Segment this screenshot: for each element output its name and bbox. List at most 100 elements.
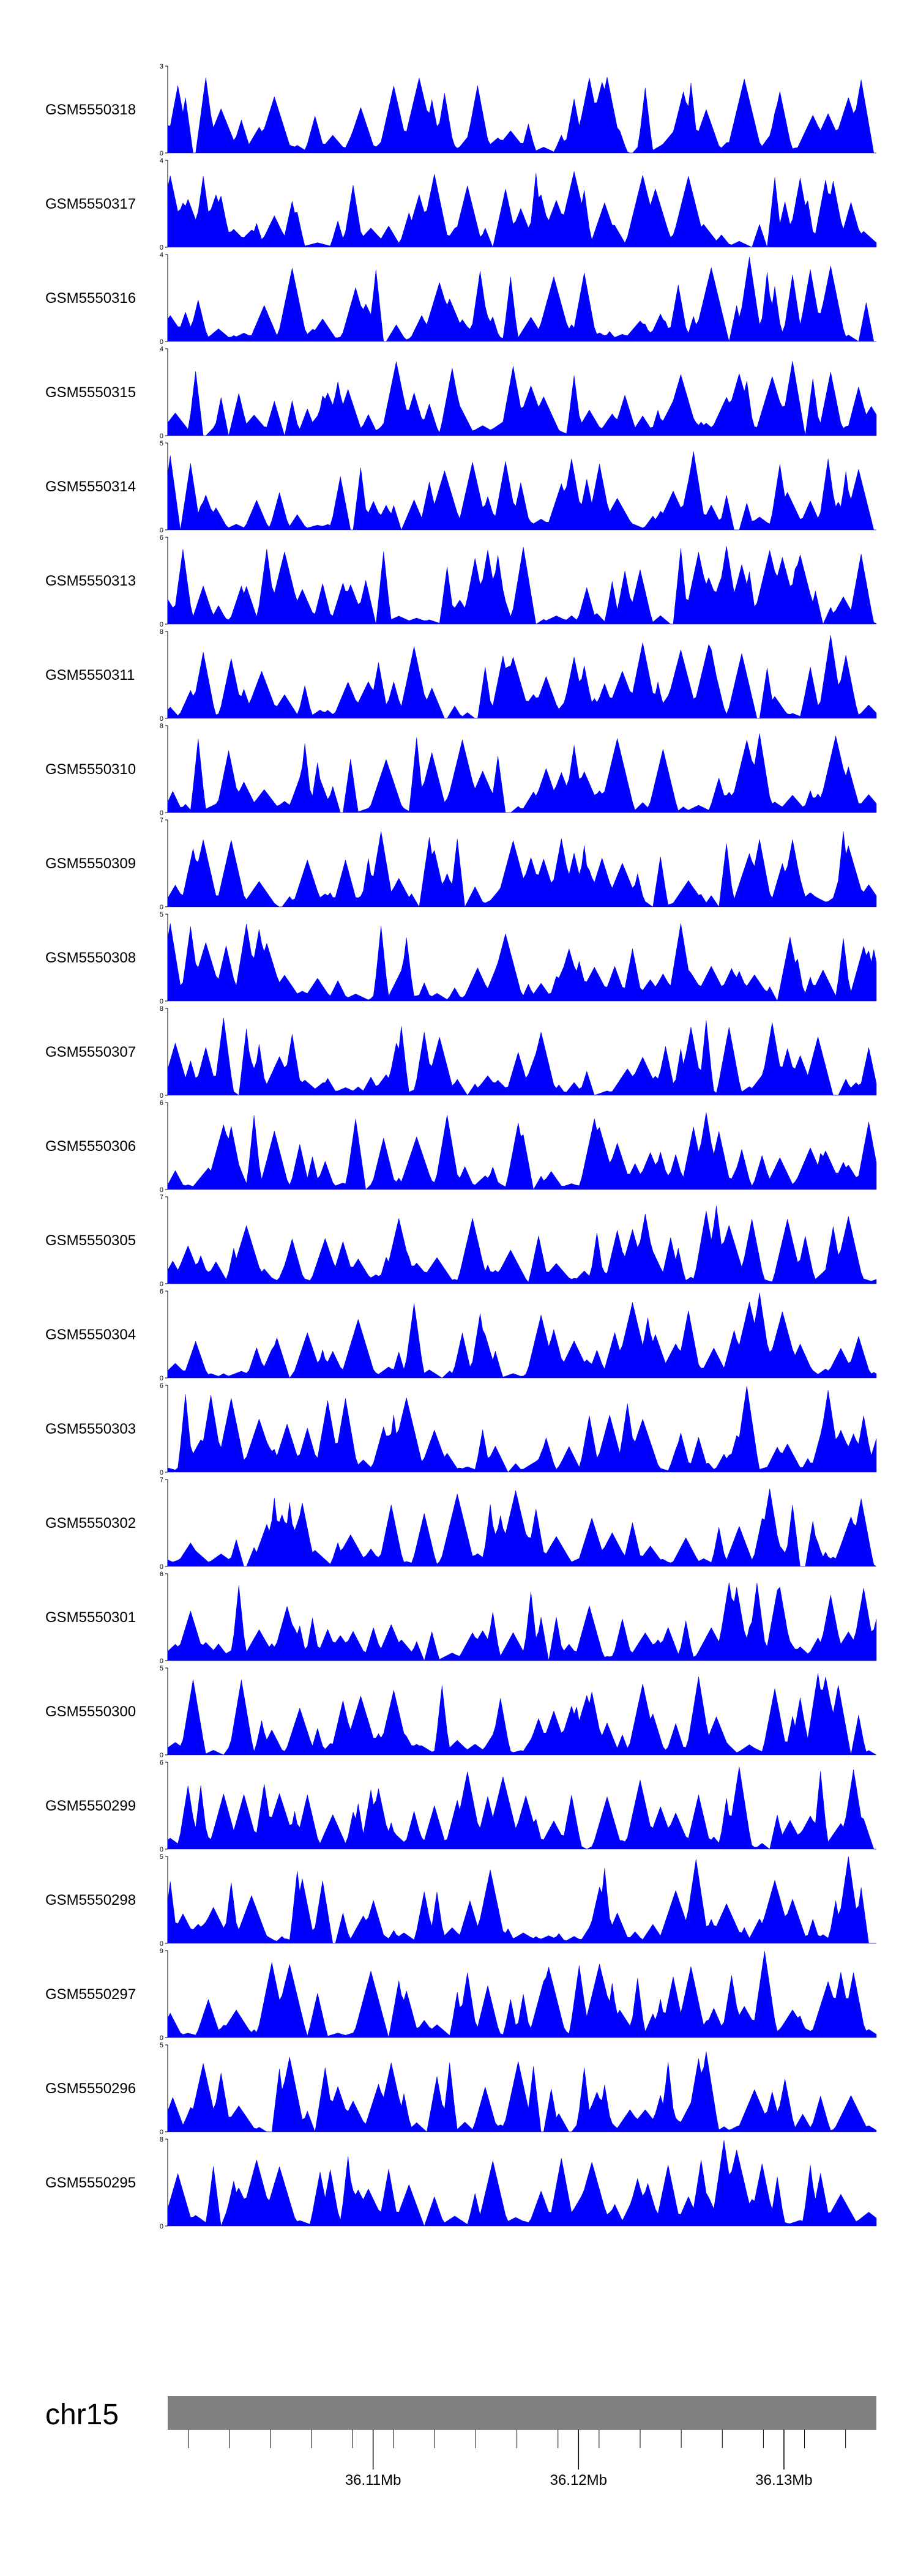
track-GSM5550307: GSM5550307 8 0 xyxy=(45,1005,877,1100)
track-label: GSM5550300 xyxy=(45,1703,136,1720)
coverage-area xyxy=(167,1112,877,1190)
coverage-area xyxy=(167,2051,877,2132)
coverage-area xyxy=(167,1386,877,1473)
track-GSM5550309: GSM5550309 7 0 xyxy=(45,817,877,911)
y-axis-zero-label: 0 xyxy=(160,2129,163,2136)
track-label: GSM5550316 xyxy=(45,290,136,307)
coverage-area xyxy=(167,831,877,907)
track-label: GSM5550299 xyxy=(45,1798,136,1814)
y-axis-max-label: 6 xyxy=(160,1571,163,1578)
coverage-area xyxy=(167,546,877,625)
track-GSM5550317: GSM5550317 4 0 xyxy=(45,157,877,251)
coverage-area xyxy=(167,1582,877,1661)
coverage-area xyxy=(167,1488,877,1567)
y-axis-zero-label: 0 xyxy=(160,1658,163,1665)
genomic-position-label: 36.13Mb xyxy=(755,2472,812,2489)
track-GSM5550304: GSM5550304 6 0 xyxy=(45,1288,877,1382)
y-axis-zero-label: 0 xyxy=(160,621,163,628)
coverage-area xyxy=(167,76,876,154)
y-axis-max-label: 8 xyxy=(160,1005,163,1013)
track-label: GSM5550302 xyxy=(45,1515,136,1532)
track-GSM5550315: GSM5550315 4 0 xyxy=(45,346,877,440)
y-axis-zero-label: 0 xyxy=(160,433,163,440)
y-axis-max-label: 6 xyxy=(160,1759,163,1766)
y-axis-max-label: 6 xyxy=(160,1100,163,1107)
track-label: GSM5550301 xyxy=(45,1609,136,1626)
y-axis-zero-label: 0 xyxy=(160,904,163,911)
y-axis-zero-label: 0 xyxy=(160,810,163,817)
y-axis-max-label: 5 xyxy=(160,440,163,447)
track-label: GSM5550298 xyxy=(45,1892,136,1908)
track-GSM5550301: GSM5550301 6 0 xyxy=(45,1571,877,1665)
track-GSM5550311: GSM5550311 8 0 xyxy=(45,628,877,723)
track-label: GSM5550307 xyxy=(45,1044,136,1060)
y-axis-zero-label: 0 xyxy=(160,2223,163,2230)
y-axis-max-label: 5 xyxy=(160,1853,163,1861)
coverage-area xyxy=(167,1856,876,1944)
y-axis-max-label: 4 xyxy=(160,346,163,353)
track-label: GSM5550309 xyxy=(45,855,136,872)
track-GSM5550310: GSM5550310 8 0 xyxy=(45,723,877,817)
track-label: GSM5550303 xyxy=(45,1421,136,1437)
track-GSM5550318: GSM5550318 3 0 xyxy=(45,63,876,157)
y-axis-zero-label: 0 xyxy=(160,1752,163,1759)
coverage-area xyxy=(167,257,876,342)
track-label: GSM5550304 xyxy=(45,1327,136,1343)
y-axis-zero-label: 0 xyxy=(160,1469,163,1476)
track-GSM5550302: GSM5550302 7 0 xyxy=(45,1476,877,1571)
coverage-area xyxy=(167,360,877,436)
track-label: GSM5550315 xyxy=(45,384,136,401)
y-axis-max-label: 3 xyxy=(160,63,163,70)
chromosome-axis: chr15 36.11Mb 36.12Mb 36.13Mb xyxy=(45,2396,876,2489)
track-label: GSM5550317 xyxy=(45,196,136,212)
track-GSM5550305: GSM5550305 7 0 xyxy=(45,1194,877,1288)
y-axis-max-label: 9 xyxy=(160,1948,163,1955)
track-label: GSM5550314 xyxy=(45,478,136,495)
coverage-area xyxy=(167,1018,877,1096)
track-GSM5550316: GSM5550316 4 0 xyxy=(45,251,876,346)
coverage-area xyxy=(167,1205,877,1284)
track-label: GSM5550310 xyxy=(45,761,136,778)
track-label: GSM5550308 xyxy=(45,950,136,966)
y-axis-max-label: 5 xyxy=(160,1665,163,1672)
y-axis-max-label: 6 xyxy=(160,534,163,542)
y-axis-zero-label: 0 xyxy=(160,1563,163,1571)
track-GSM5550295: GSM5550295 8 0 xyxy=(45,2136,877,2230)
track-GSM5550313: GSM5550313 6 0 xyxy=(45,534,877,628)
y-axis-zero-label: 0 xyxy=(160,1186,163,1194)
track-GSM5550296: GSM5550296 5 0 xyxy=(45,2042,877,2136)
track-GSM5550300: GSM5550300 5 0 xyxy=(45,1665,877,1759)
track-GSM5550303: GSM5550303 6 0 xyxy=(45,1382,877,1476)
track-GSM5550308: GSM5550308 5 0 xyxy=(45,911,877,1005)
y-axis-zero-label: 0 xyxy=(160,1092,163,1100)
y-axis-max-label: 7 xyxy=(160,817,163,824)
track-label: GSM5550297 xyxy=(45,1986,136,2003)
y-axis-max-label: 8 xyxy=(160,723,163,730)
track-label: GSM5550311 xyxy=(45,667,135,683)
track-label: GSM5550306 xyxy=(45,1138,136,1155)
y-axis-max-label: 7 xyxy=(160,1476,163,1484)
track-label: GSM5550295 xyxy=(45,2175,136,2191)
track-GSM5550306: GSM5550306 6 0 xyxy=(45,1100,877,1194)
y-axis-max-label: 5 xyxy=(160,2042,163,2049)
track-label: GSM5550313 xyxy=(45,573,136,589)
y-axis-max-label: 7 xyxy=(160,1194,163,1201)
y-axis-max-label: 6 xyxy=(160,1382,163,1390)
y-axis-zero-label: 0 xyxy=(160,998,163,1005)
chromosome-bar xyxy=(168,2396,876,2430)
track-label: GSM5550305 xyxy=(45,1232,136,1249)
track-GSM5550299: GSM5550299 6 0 xyxy=(45,1759,876,1853)
y-axis-zero-label: 0 xyxy=(160,1375,163,1382)
y-axis-max-label: 4 xyxy=(160,251,163,259)
coverage-area xyxy=(167,635,877,719)
coverage-area xyxy=(167,923,877,1002)
y-axis-zero-label: 0 xyxy=(160,2034,163,2042)
y-axis-max-label: 6 xyxy=(160,1288,163,1295)
coverage-area xyxy=(167,1951,877,2038)
y-axis-zero-label: 0 xyxy=(160,244,163,251)
coverage-area xyxy=(167,451,876,530)
y-axis-zero-label: 0 xyxy=(160,1281,163,1288)
y-axis-zero-label: 0 xyxy=(160,1940,163,1948)
genomic-position-label: 36.12Mb xyxy=(550,2472,607,2489)
